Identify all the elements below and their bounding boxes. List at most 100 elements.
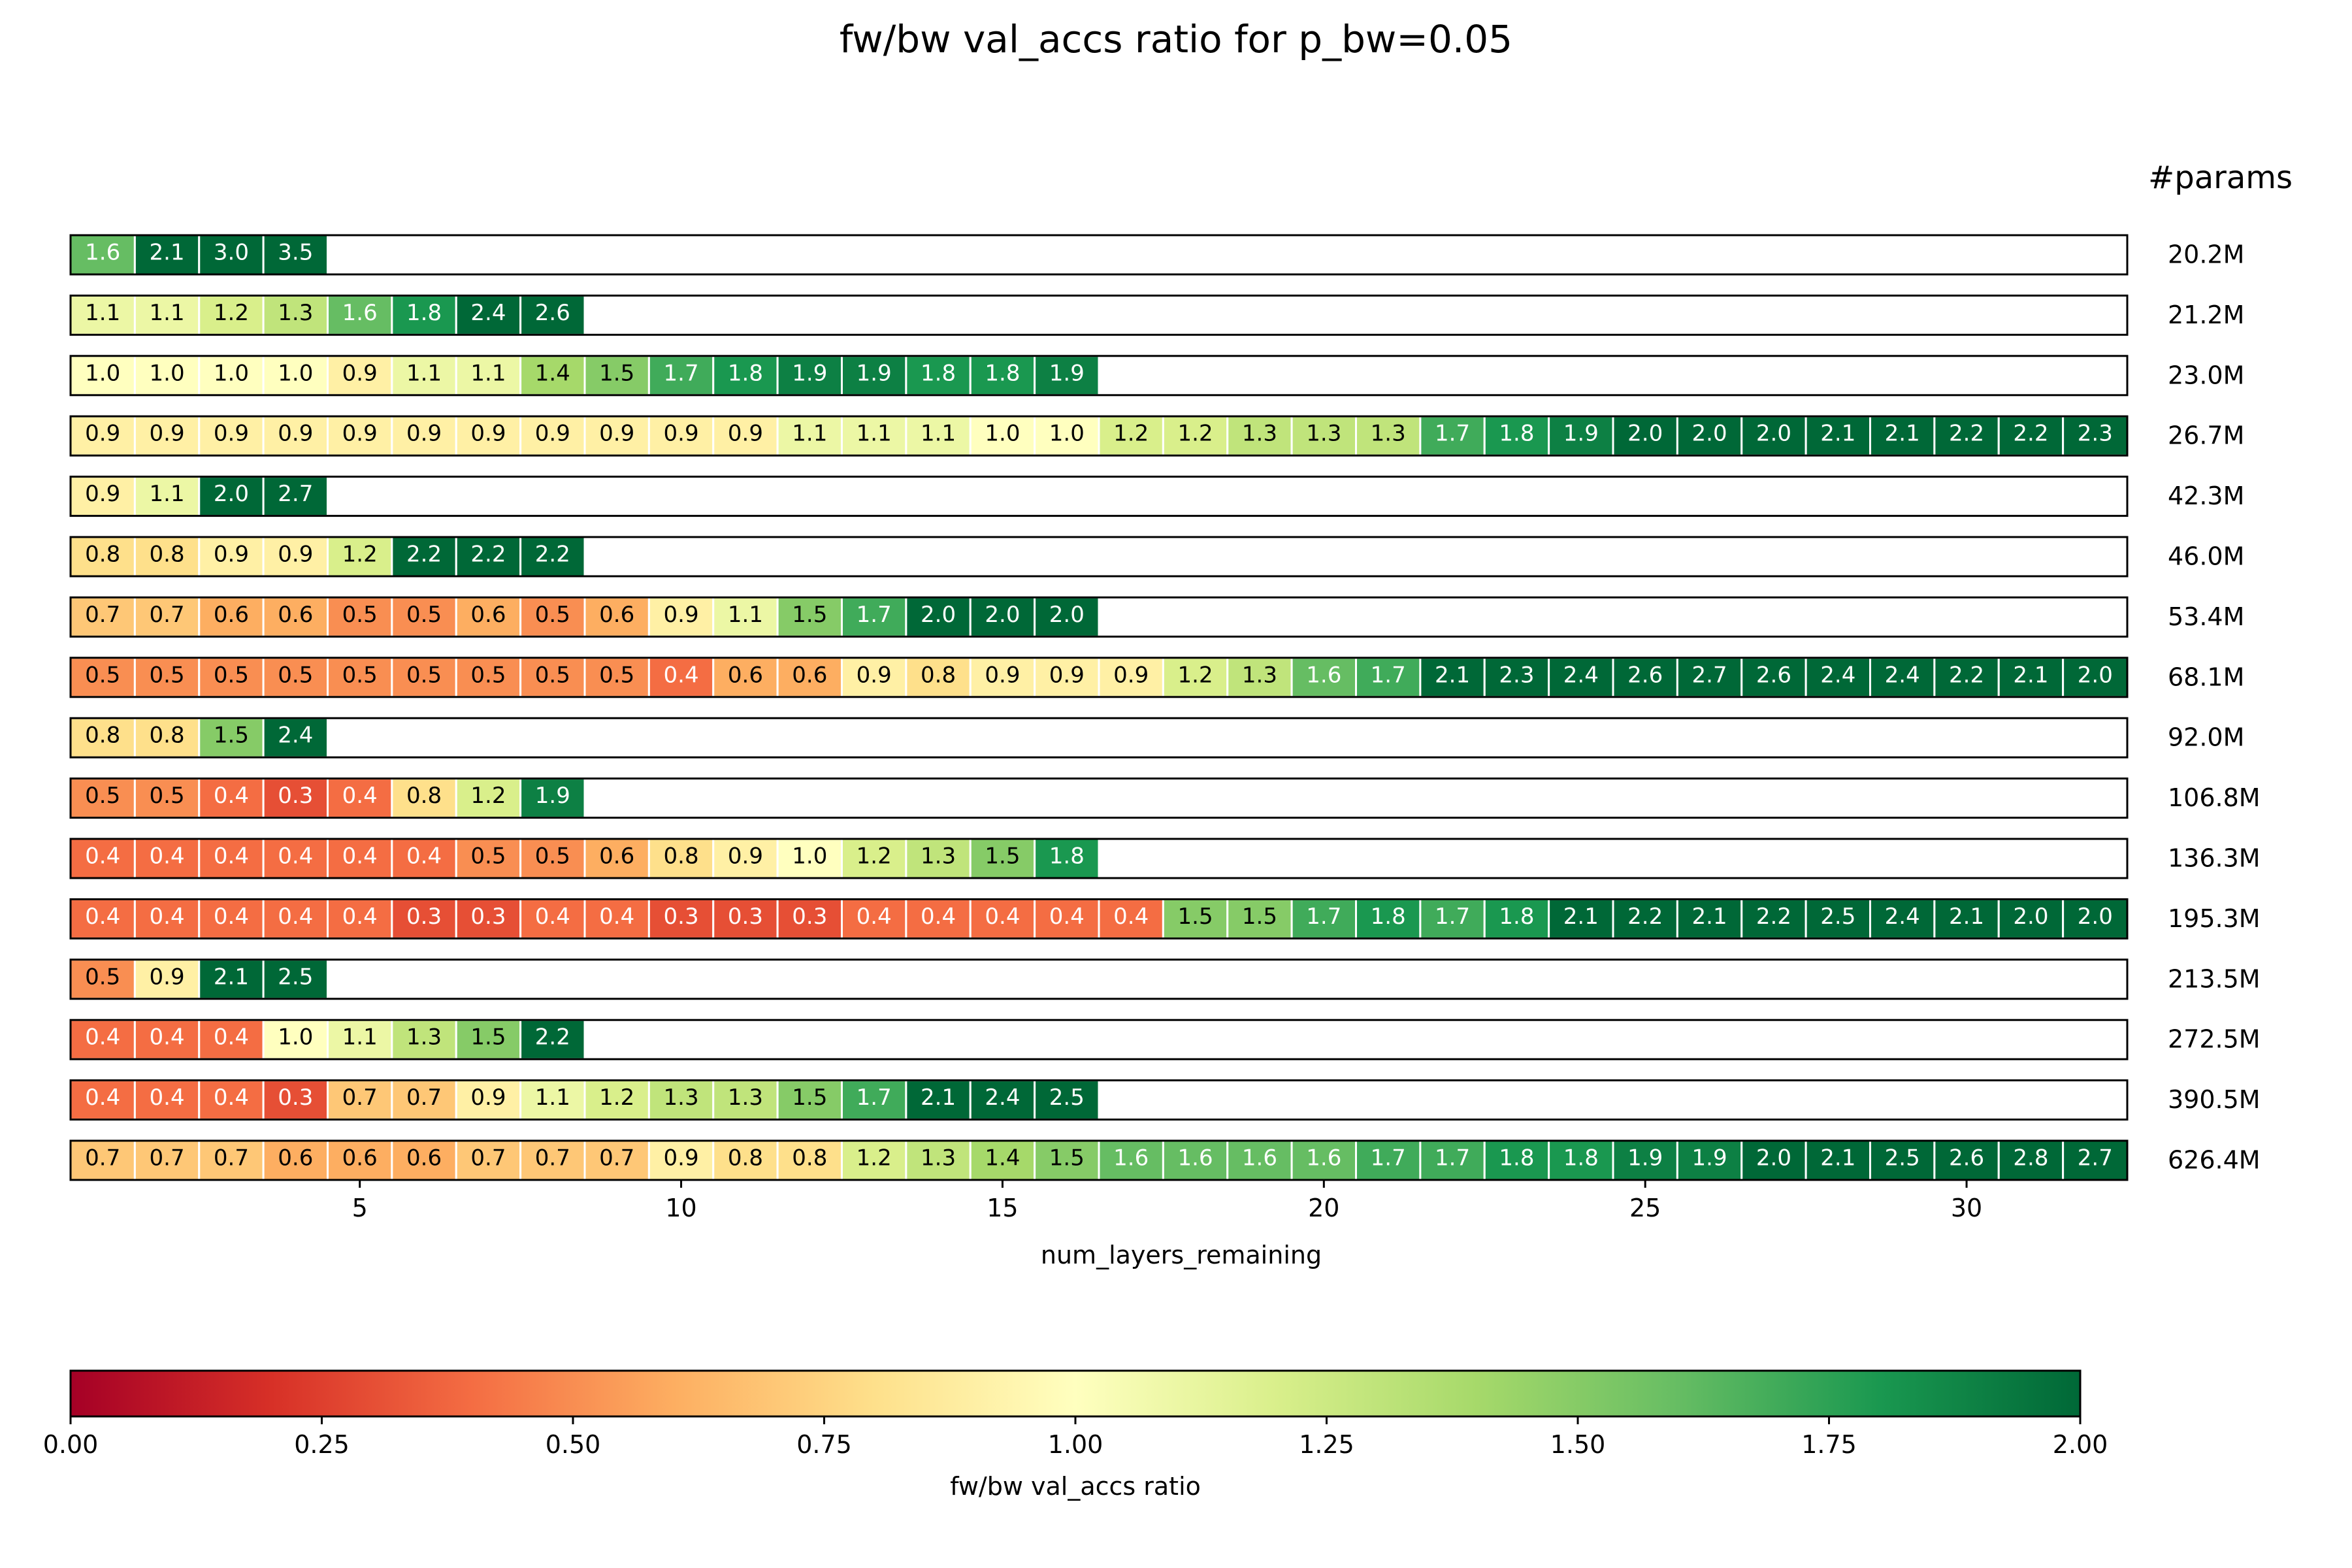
cell-value-label: 1.3 — [1242, 421, 1277, 447]
heatmap-cell — [1805, 415, 1871, 457]
cell-value-label: 0.9 — [470, 421, 506, 447]
cell-value-label: 1.0 — [214, 360, 249, 386]
heatmap-cell — [2062, 1139, 2129, 1181]
cell-value-label: 2.1 — [1692, 904, 1727, 930]
cell-value-label: 1.3 — [664, 1085, 699, 1111]
colorbar-tick-label: 1.75 — [1801, 1430, 1857, 1459]
cell-value-label: 2.2 — [2013, 421, 2048, 447]
cell-value-label: 1.8 — [985, 360, 1020, 386]
cell-value-label: 2.1 — [1885, 421, 1920, 447]
cell-value-label: 2.0 — [2013, 904, 2048, 930]
cell-value-label: 0.9 — [342, 421, 378, 447]
heatmap-cell — [198, 415, 265, 457]
colorbar-label: fw/bw val_accs ratio — [950, 1472, 1201, 1501]
cell-value-label: 1.2 — [857, 843, 892, 870]
heatmap-rows: 1.6 2.1 3.0 3.5 20.2M 1.1 1.1 1.2 1.3 1.6 1.8 2.4 2.… — [69, 234, 2261, 1181]
cell-value-label: 0.6 — [599, 843, 634, 870]
cell-value-label: 1.6 — [1242, 1145, 1277, 1171]
heatmap-cell — [1805, 1139, 1871, 1181]
cell-value-label: 3.5 — [278, 240, 313, 266]
cell-value-label: 0.9 — [535, 421, 570, 447]
heatmap-cell — [519, 1019, 586, 1060]
heatmap-cell — [519, 838, 586, 879]
heatmap-row: 0.4 0.4 0.4 0.4 0.4 0.4 0.5 0.5 0.6 0.8 0.9 1.0 1.2 1… — [69, 838, 2261, 879]
cell-value-label: 1.0 — [278, 360, 313, 386]
cell-value-label: 1.6 — [1306, 1145, 1341, 1171]
cell-value-label: 0.8 — [406, 783, 442, 809]
cell-value-label: 0.8 — [921, 662, 956, 688]
cell-value-label: 2.1 — [150, 240, 185, 266]
cell-value-label: 0.7 — [85, 1145, 120, 1171]
heatmap-cell — [1226, 657, 1293, 698]
params-label: 92.0M — [2168, 723, 2244, 752]
row-frame — [69, 294, 2129, 336]
heatmap-cell — [133, 294, 201, 336]
cell-value-label: 1.2 — [857, 1145, 892, 1171]
cell-value-label: 2.4 — [1885, 662, 1920, 688]
heatmap-cell — [133, 657, 201, 698]
cell-value-label: 0.7 — [470, 1145, 506, 1171]
cell-value-label: 0.8 — [150, 542, 185, 568]
cell-value-label: 0.3 — [664, 904, 699, 930]
row-frame — [69, 1079, 2129, 1121]
cell-value-label: 2.5 — [1049, 1085, 1085, 1111]
cell-value-label: 0.5 — [85, 964, 120, 990]
cell-value-label: 2.4 — [278, 723, 313, 749]
cell-value-label: 0.4 — [85, 1024, 120, 1051]
cell-value-label: 2.4 — [1563, 662, 1599, 688]
heatmap-cell — [1612, 415, 1678, 457]
heatmap-cell — [1933, 1139, 2000, 1181]
cell-value-label: 2.2 — [535, 1024, 570, 1051]
heatmap-cell — [712, 838, 779, 879]
row-frame — [69, 838, 2129, 879]
cell-value-label: 1.7 — [664, 360, 699, 386]
cell-value-label: 0.9 — [278, 421, 313, 447]
heatmap-cell — [1548, 898, 1614, 939]
params-label: 390.5M — [2168, 1085, 2261, 1114]
cell-value-label: 2.1 — [214, 964, 249, 990]
cell-value-label: 2.7 — [1692, 662, 1727, 688]
cell-value-label: 0.3 — [728, 904, 763, 930]
cell-value-label: 1.2 — [1178, 662, 1213, 688]
cell-value-label: 2.4 — [1885, 904, 1920, 930]
heatmap-cell — [1034, 838, 1100, 879]
cell-value-label: 0.5 — [406, 602, 442, 628]
cell-value-label: 1.1 — [921, 421, 956, 447]
cell-value-label: 0.4 — [599, 904, 634, 930]
row-frame — [69, 536, 2129, 578]
heatmap-row: 0.7 0.7 0.7 0.6 0.6 0.6 0.7 0.7 0.7 0.9 0.8 0.8 1.2 1… — [69, 1139, 2261, 1181]
cell-value-label: 0.4 — [406, 843, 442, 870]
cell-value-label: 2.0 — [1756, 421, 1791, 447]
cell-value-label: 0.4 — [214, 1024, 249, 1051]
cell-value-label: 0.9 — [728, 421, 763, 447]
params-label: 46.0M — [2168, 542, 2244, 571]
cell-value-label: 1.7 — [1371, 1145, 1406, 1171]
cell-value-label: 0.5 — [278, 662, 313, 688]
cell-value-label: 1.2 — [599, 1085, 634, 1111]
cell-value-label: 2.3 — [2078, 421, 2113, 447]
cell-value-label: 1.8 — [921, 360, 956, 386]
heatmap-cell — [583, 657, 650, 698]
cell-value-label: 1.1 — [150, 300, 185, 326]
cell-value-label: 1.8 — [1371, 904, 1406, 930]
heatmap-row: 0.8 0.8 1.5 2.4 92.0M — [69, 717, 2244, 759]
cell-value-label: 1.5 — [214, 723, 249, 749]
row-frame — [69, 777, 2129, 819]
heatmap-cell — [1483, 898, 1550, 939]
heatmap-row: 0.5 0.5 0.4 0.3 0.4 0.8 1.2 1.9 106.8M — [69, 777, 2261, 819]
cell-value-label: 0.4 — [150, 1085, 185, 1111]
cell-value-label: 2.1 — [921, 1085, 956, 1111]
cell-value-label: 0.5 — [85, 662, 120, 688]
cell-value-label: 1.4 — [535, 360, 570, 386]
cell-value-label: 0.4 — [921, 904, 956, 930]
heatmap-cell — [262, 234, 329, 276]
cell-value-label: 1.7 — [857, 1085, 892, 1111]
cell-value-label: 1.3 — [728, 1085, 763, 1111]
cell-value-label: 1.5 — [792, 602, 827, 628]
cell-value-label: 0.9 — [150, 421, 185, 447]
cell-value-label: 2.0 — [2078, 662, 2113, 688]
heatmap-cell — [198, 1139, 265, 1181]
cell-value-label: 2.1 — [1820, 1145, 1855, 1171]
cell-value-label: 0.7 — [85, 602, 120, 628]
cell-value-label: 1.0 — [1049, 421, 1085, 447]
